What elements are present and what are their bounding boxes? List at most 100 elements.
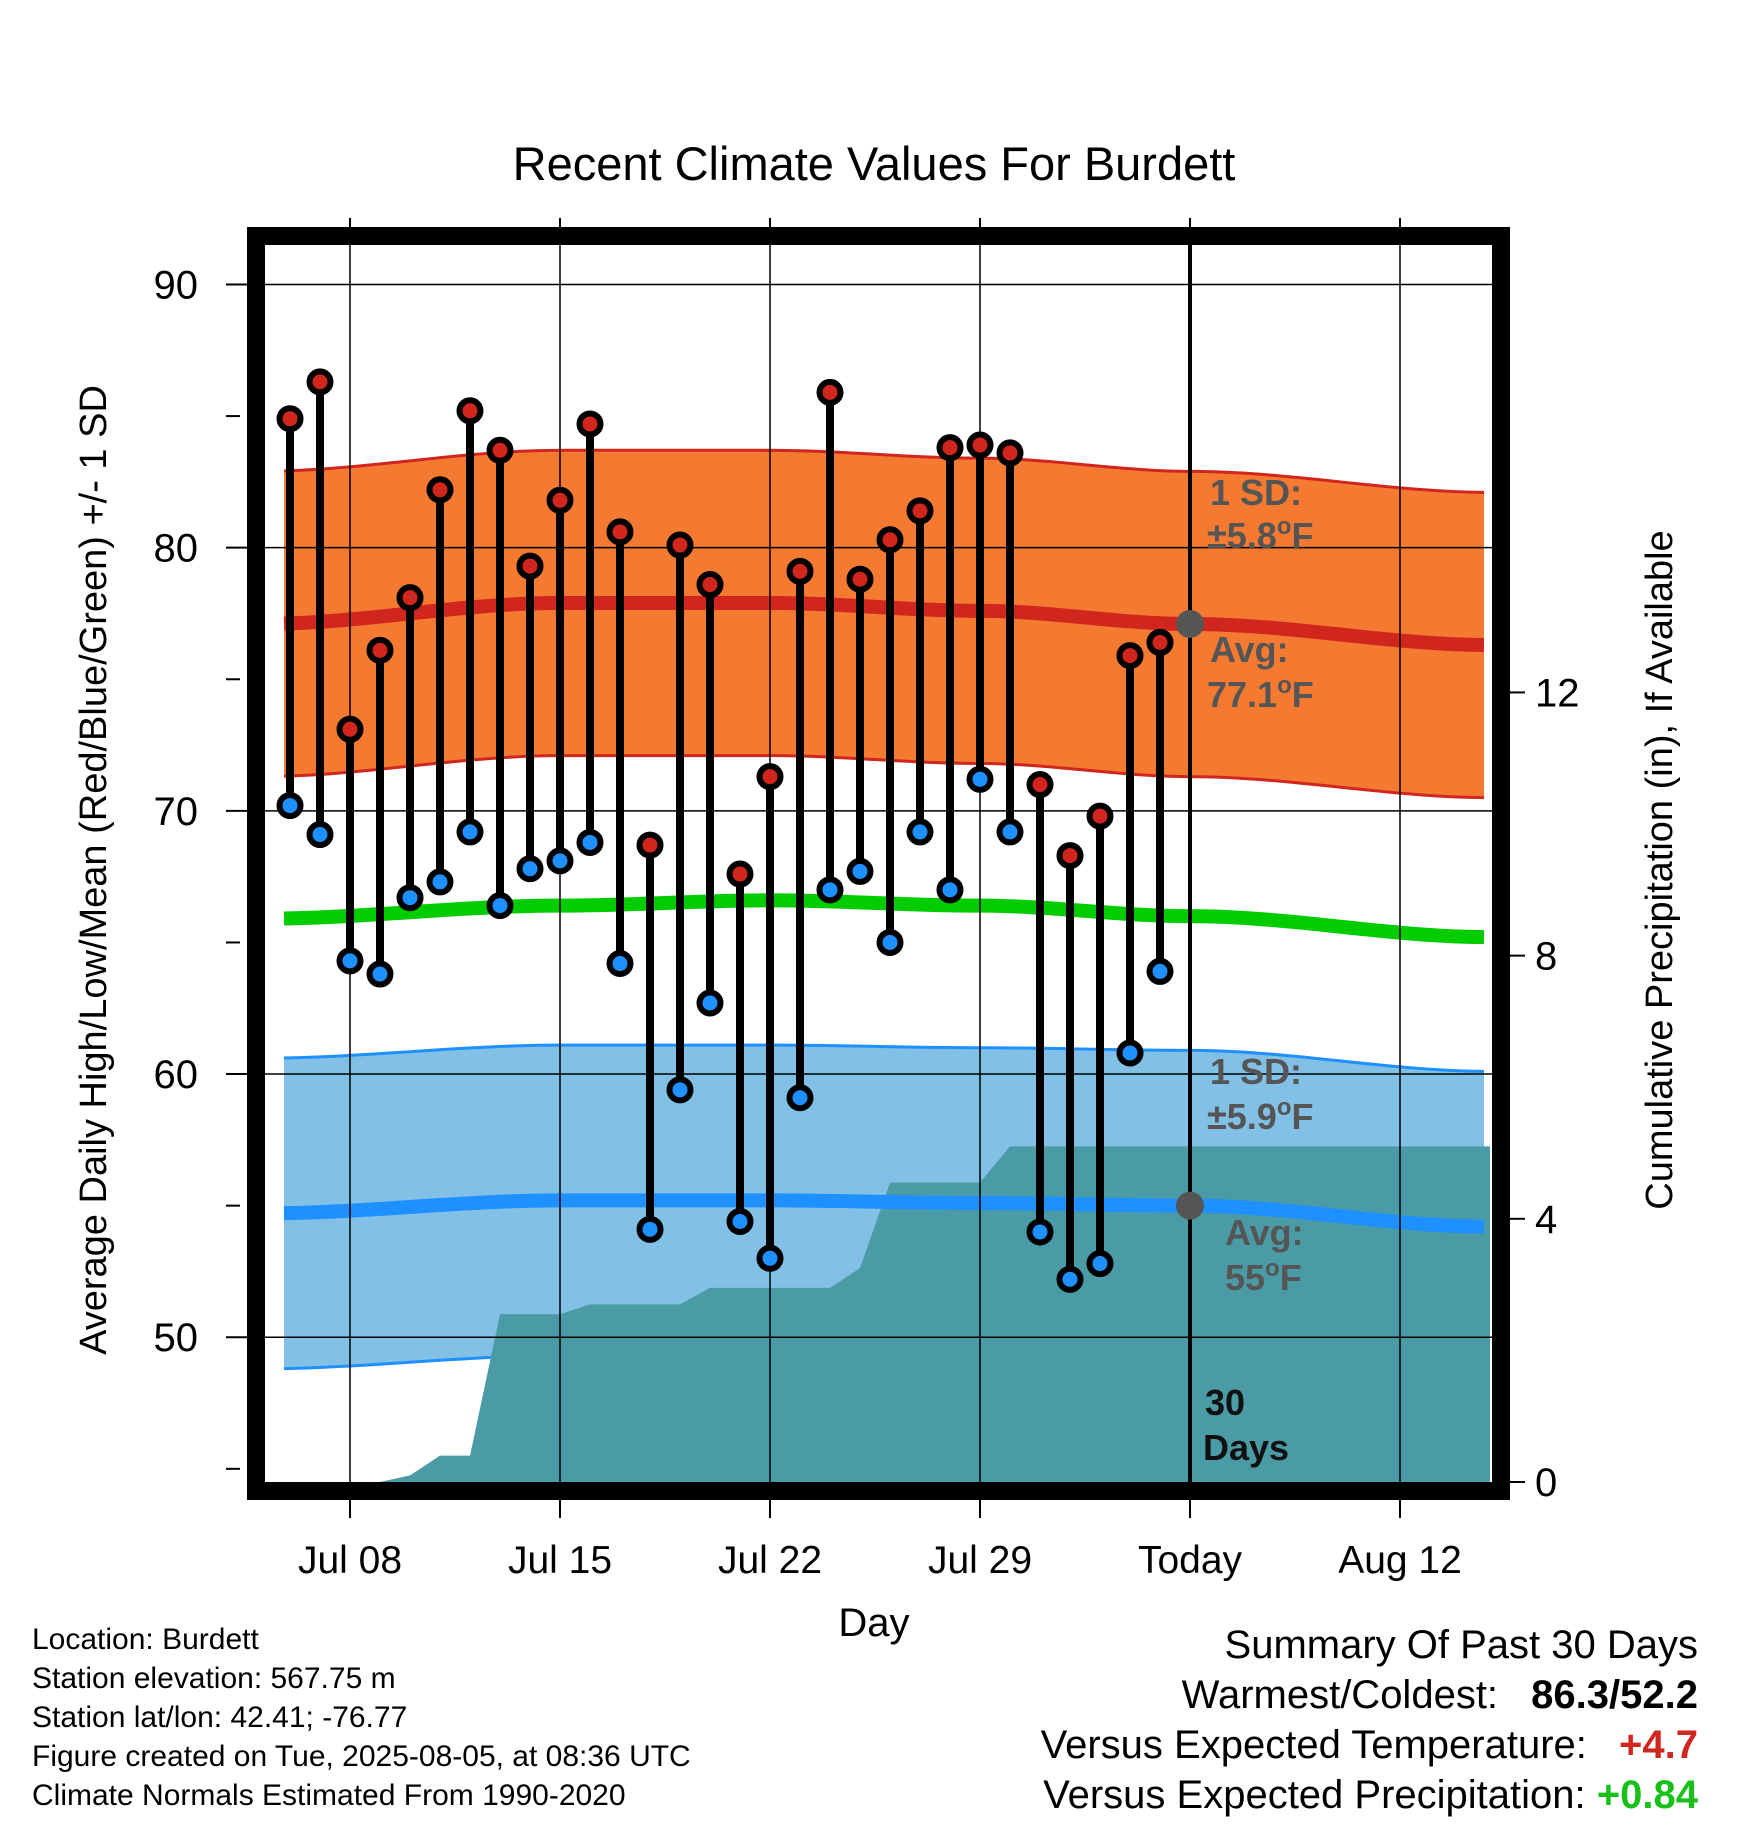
daily-high-point [666,531,694,559]
daily-high-point [1146,628,1174,656]
daily-low-point [306,821,334,849]
high-sd-value: ±5.8oF [1207,513,1313,556]
x-tick-label: Jul 15 [508,1539,612,1582]
normal-low-line [283,1193,1485,1234]
daily-low-point [426,868,454,896]
x-tick-label: Jul 29 [928,1539,1032,1582]
daily-low-point [906,818,934,846]
daily-high-point [816,378,844,406]
daily-high-point [426,476,454,504]
y-tick-label: 60 [154,1053,199,1097]
daily-high-point [696,571,724,599]
daily-high-point [1056,842,1084,870]
precip-anomaly-value: +0.84 [1596,1773,1698,1817]
high-avg-value: 77.1oF [1207,672,1314,715]
daily-low-point [876,928,904,956]
low-sd-band-upper-edge [283,1043,1485,1073]
daily-low-point [1026,1218,1054,1246]
latlon-text: Station lat/lon: 42.41; -76.77 [32,1701,408,1734]
x-tick-label: Jul 08 [298,1539,402,1582]
high-sd-label: 1 SD: [1210,472,1302,513]
daily-high-point [276,405,304,433]
location-text: Location: Burdett [32,1623,259,1656]
low-avg-value: 55oF [1225,1255,1302,1298]
y2-tick-label: 4 [1535,1198,1557,1242]
daily-low-point [666,1076,694,1104]
y-axis-label: Average Daily High/Low/Mean (Red/Blue/Gr… [73,385,115,1355]
daily-high-point [306,368,334,396]
normal-high-line [283,595,1485,653]
days-count: 30 [1205,1382,1245,1423]
daily-high-point [876,526,904,554]
daily-high-point [966,431,994,459]
warmest-coldest-label: Warmest/Coldest: [1181,1673,1499,1717]
normals-text: Climate Normals Estimated From 1990-2020 [32,1779,626,1812]
daily-low-point [696,989,724,1017]
station-info: Location: Burdett Station elevation: 567… [32,1620,691,1815]
summary-panel: Summary Of Past 30 Days Warmest/Coldest:… [1041,1620,1698,1820]
daily-low-point [936,876,964,904]
daily-high-point [726,860,754,888]
daily-high-point [846,565,874,593]
daily-low-point [786,1084,814,1112]
y2-tick-label: 0 [1535,1461,1557,1505]
high-avg-label: Avg: [1210,629,1289,670]
low-sd-label: 1 SD: [1210,1051,1302,1092]
daily-high-point [936,434,964,462]
daily-high-point [756,763,784,791]
summary-title: Summary Of Past 30 Days [1224,1623,1698,1667]
daily-low-point [396,884,424,912]
daily-low-point [276,792,304,820]
precipitation-area [380,1146,1490,1482]
daily-high-point [516,552,544,580]
daily-low-point [486,892,514,920]
daily-low-point [546,847,574,875]
daily-low-point [846,857,874,885]
daily-low-point [636,1215,664,1243]
temp-anomaly-value: +4.7 [1619,1723,1698,1767]
today-low-avg-dot [1176,1191,1204,1220]
high-sd-band [284,450,1484,798]
precip-anomaly-label: Versus Expected Precipitation: [1043,1773,1586,1817]
temp-anomaly-label: Versus Expected Temperature: [1040,1723,1587,1767]
daily-high-point [366,636,394,664]
x-axis-label: Day [838,1601,909,1645]
daily-high-point [906,497,934,525]
daily-high-point [456,397,484,425]
daily-low-point [1086,1250,1114,1278]
y2-tick-label: 8 [1535,935,1557,979]
daily-high-point [336,715,364,743]
daily-low-point [996,818,1024,846]
daily-low-point [336,947,364,975]
daily-high-point [786,557,814,585]
daily-low-point [456,818,484,846]
daily-high-point [636,831,664,859]
low-sd-value: ±5.9oF [1207,1094,1313,1137]
days-label: Days [1203,1427,1289,1468]
warmest-coldest-row: Warmest/Coldest: 86.3/52.2 [1041,1670,1698,1720]
chart-title: Recent Climate Values For Burdett [513,137,1236,190]
daily-high-point [546,486,574,514]
y-tick-label: 80 [154,527,199,571]
daily-high-point [606,518,634,546]
daily-low-point [516,855,544,883]
normal-mean-line [283,893,1485,945]
daily-low-point [576,828,604,856]
daily-high-point [486,436,514,464]
today-high-avg-dot [1176,609,1204,638]
x-tick-label: Jul 22 [718,1539,822,1582]
daily-low-point [1116,1039,1144,1067]
daily-low-point [366,960,394,988]
daily-high-point [996,439,1024,467]
daily-low-point [966,765,994,793]
daily-low-point [756,1244,784,1272]
high-sd-band-lower-edge [283,754,1485,800]
daily-low-point [816,876,844,904]
plot-frame [247,227,1510,1500]
x-tick-label: Aug 12 [1338,1539,1462,1582]
y2-tick-label: 12 [1535,671,1580,715]
created-text: Figure created on Tue, 2025-08-05, at 08… [32,1740,691,1773]
y-tick-label: 70 [154,790,199,834]
daily-high-point [576,410,604,438]
